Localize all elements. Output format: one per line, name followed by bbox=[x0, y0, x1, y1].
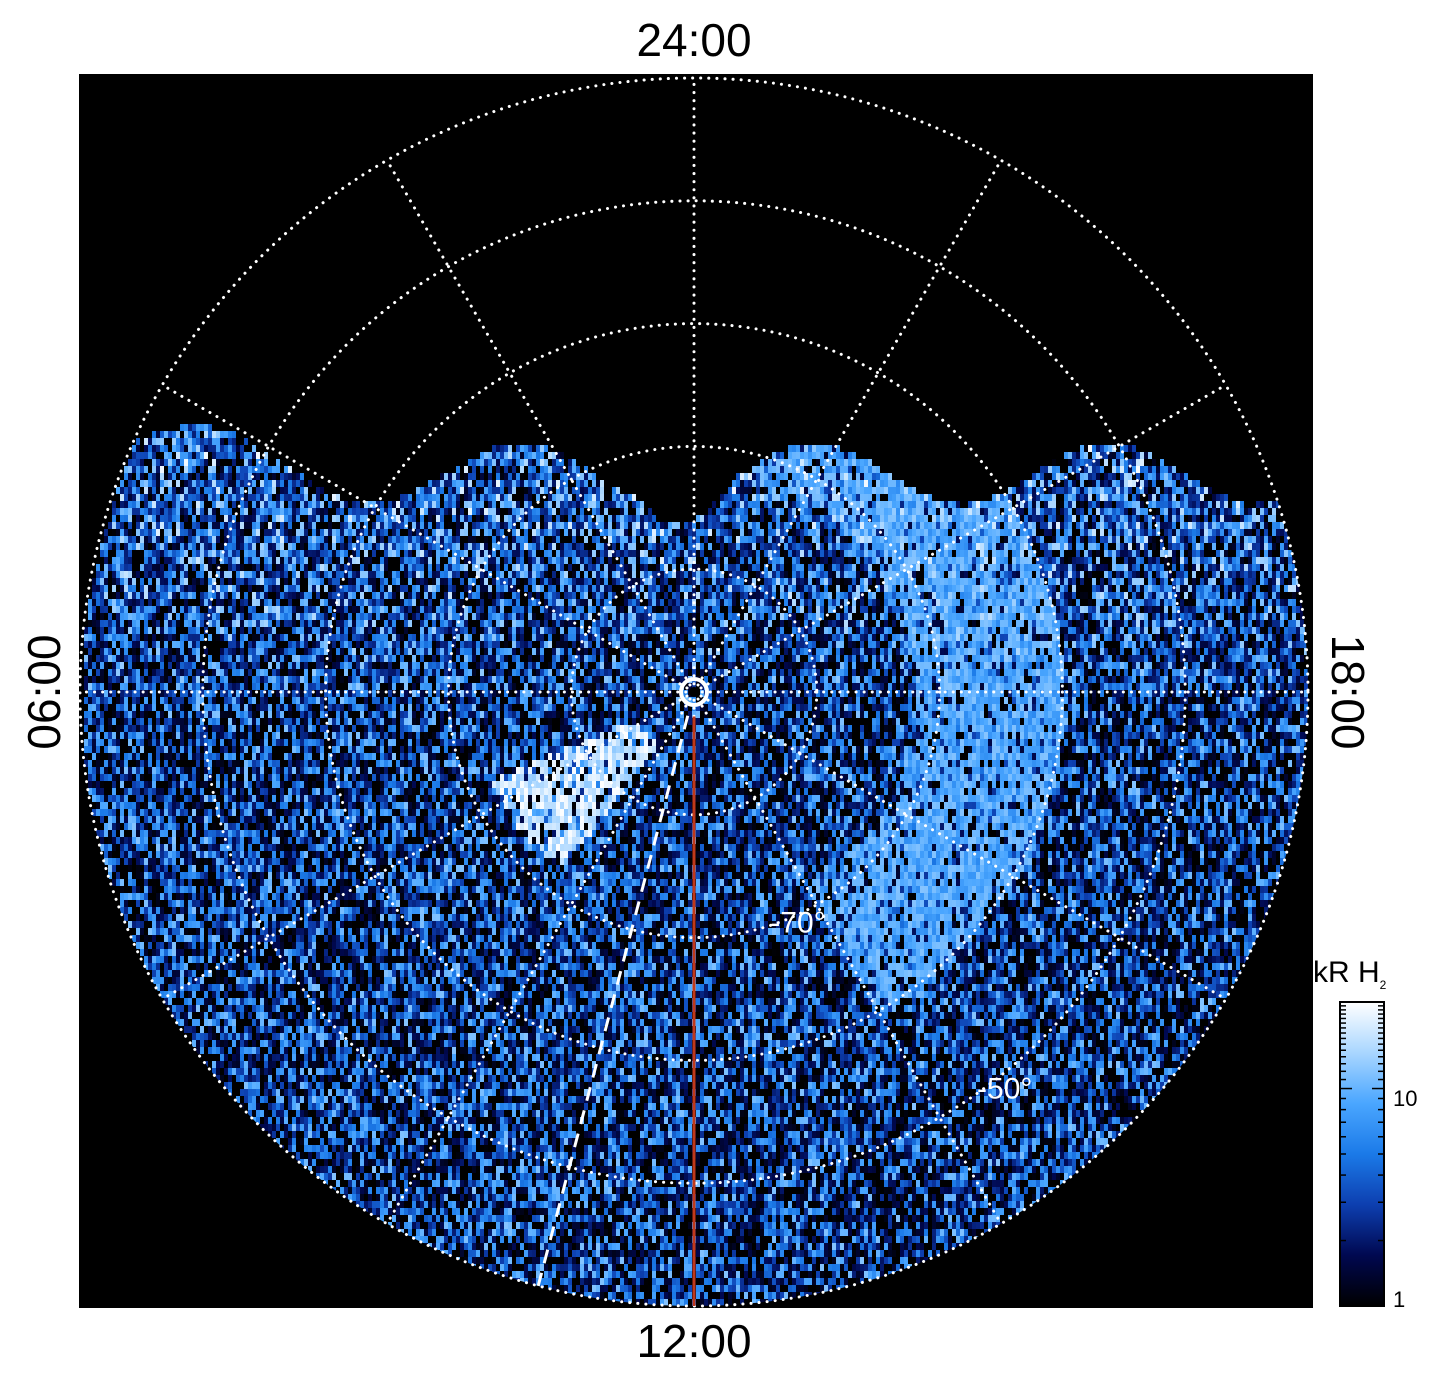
figure: -70° -50° 24:00 12:00 06:00 18:00 kR H2 1… bbox=[0, 0, 1447, 1384]
polar-emission-map: -70°-50° bbox=[0, 0, 1447, 1384]
